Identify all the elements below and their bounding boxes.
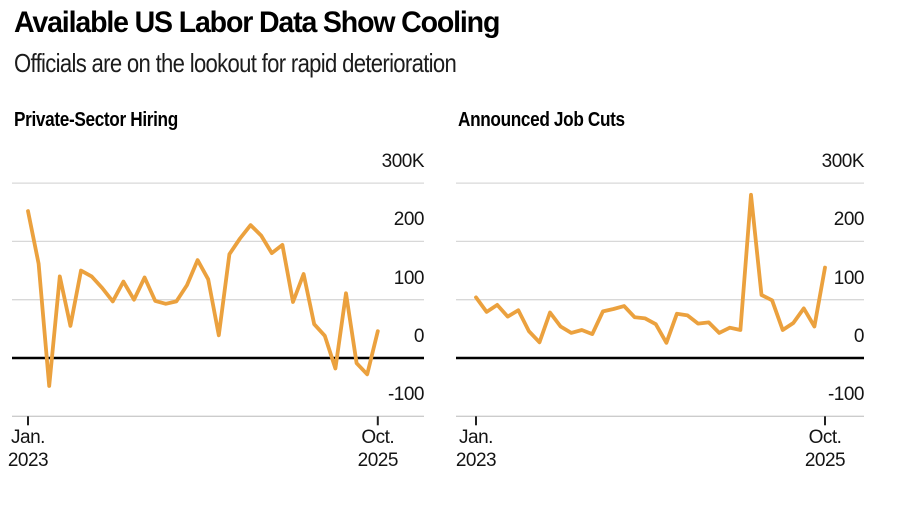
chart-title: Announced Job Cuts — [458, 109, 625, 131]
y-axis-label: 200 — [393, 209, 425, 231]
plot-area — [456, 182, 864, 426]
x-axis-label-month: Jan. — [459, 427, 493, 448]
x-axis-label: Oct. 2025 — [790, 426, 860, 472]
x-axis-label-month: Jan. — [11, 427, 45, 448]
figure-subtitle: Officials are on the lookout for rapid d… — [14, 48, 457, 78]
x-axis-label: Oct. 2025 — [343, 426, 413, 472]
y-axis-label: 0 — [853, 326, 865, 347]
plot-area — [12, 182, 424, 426]
y-axis-label: 0 — [413, 326, 425, 347]
chart-title: Private-Sector Hiring — [14, 109, 178, 131]
chart-panel-announced-job-cuts: Announced Job Cuts 300K 200 100 0 -100 Jan. 20… — [456, 0, 865, 510]
y-axis-label: 100 — [833, 267, 865, 289]
x-axis-label-year: 2025 — [357, 450, 399, 471]
x-axis-label-month: Oct. — [808, 427, 842, 448]
y-axis-label: -100 — [827, 384, 865, 406]
x-axis-label: Jan. 2023 — [441, 426, 511, 472]
x-axis-label: Jan. 2023 — [0, 426, 63, 472]
y-axis-label: 200 — [833, 209, 865, 231]
x-axis-label-year: 2025 — [804, 450, 846, 471]
y-axis-label: -100 — [387, 384, 425, 406]
x-axis-label-year: 2023 — [7, 450, 49, 471]
y-axis-label: 100 — [393, 267, 425, 289]
x-axis-label-month: Oct. — [361, 427, 395, 448]
x-axis-label-year: 2023 — [455, 450, 497, 471]
data-series-line — [26, 209, 380, 388]
chart-panel-private-sector-hiring: Private-Sector Hiring 300K 200 100 0 -100 Jan… — [8, 0, 425, 510]
figure-title: Available US Labor Data Show Cooling — [14, 6, 500, 39]
y-axis-label: 300K — [821, 151, 865, 173]
y-axis-label: 300K — [381, 151, 425, 173]
data-series-line — [474, 192, 827, 345]
